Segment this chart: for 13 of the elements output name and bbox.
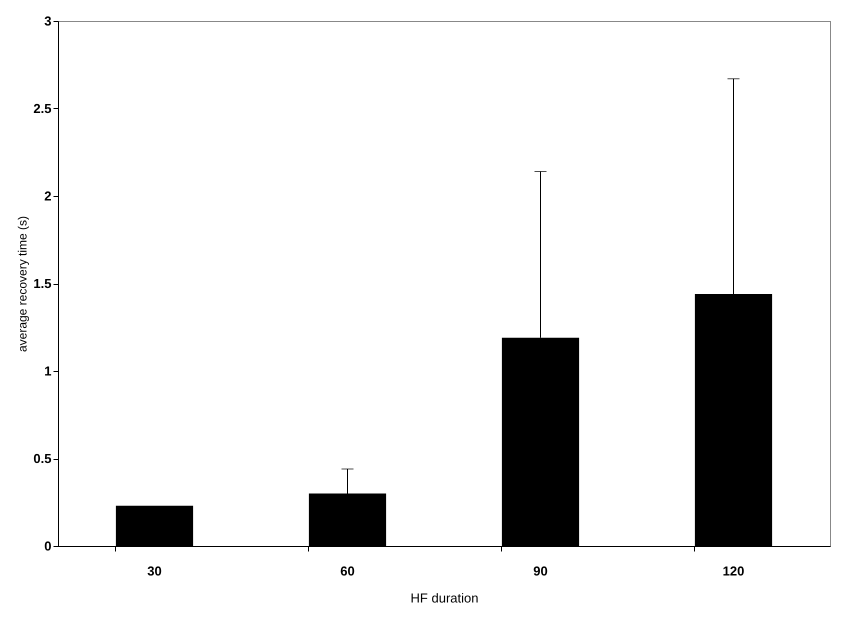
- x-axis-title: HF duration: [410, 590, 478, 606]
- y-tick-label: 1: [44, 364, 52, 378]
- y-axis-title: average recovery time (s): [15, 216, 30, 352]
- y-tick-label: 3: [44, 14, 52, 28]
- x-tick-label: 90: [533, 564, 548, 578]
- y-tick-label: 0.5: [33, 451, 52, 466]
- y-tick-label: 2.5: [33, 101, 52, 116]
- x-tick-label: 120: [722, 564, 744, 578]
- y-tick-label: 2: [44, 188, 52, 204]
- y-tick-label: 1.5: [33, 276, 52, 291]
- x-tick-label: 30: [147, 564, 162, 578]
- y-tick-label: 0: [44, 538, 52, 554]
- x-tick-label: 60: [340, 564, 355, 578]
